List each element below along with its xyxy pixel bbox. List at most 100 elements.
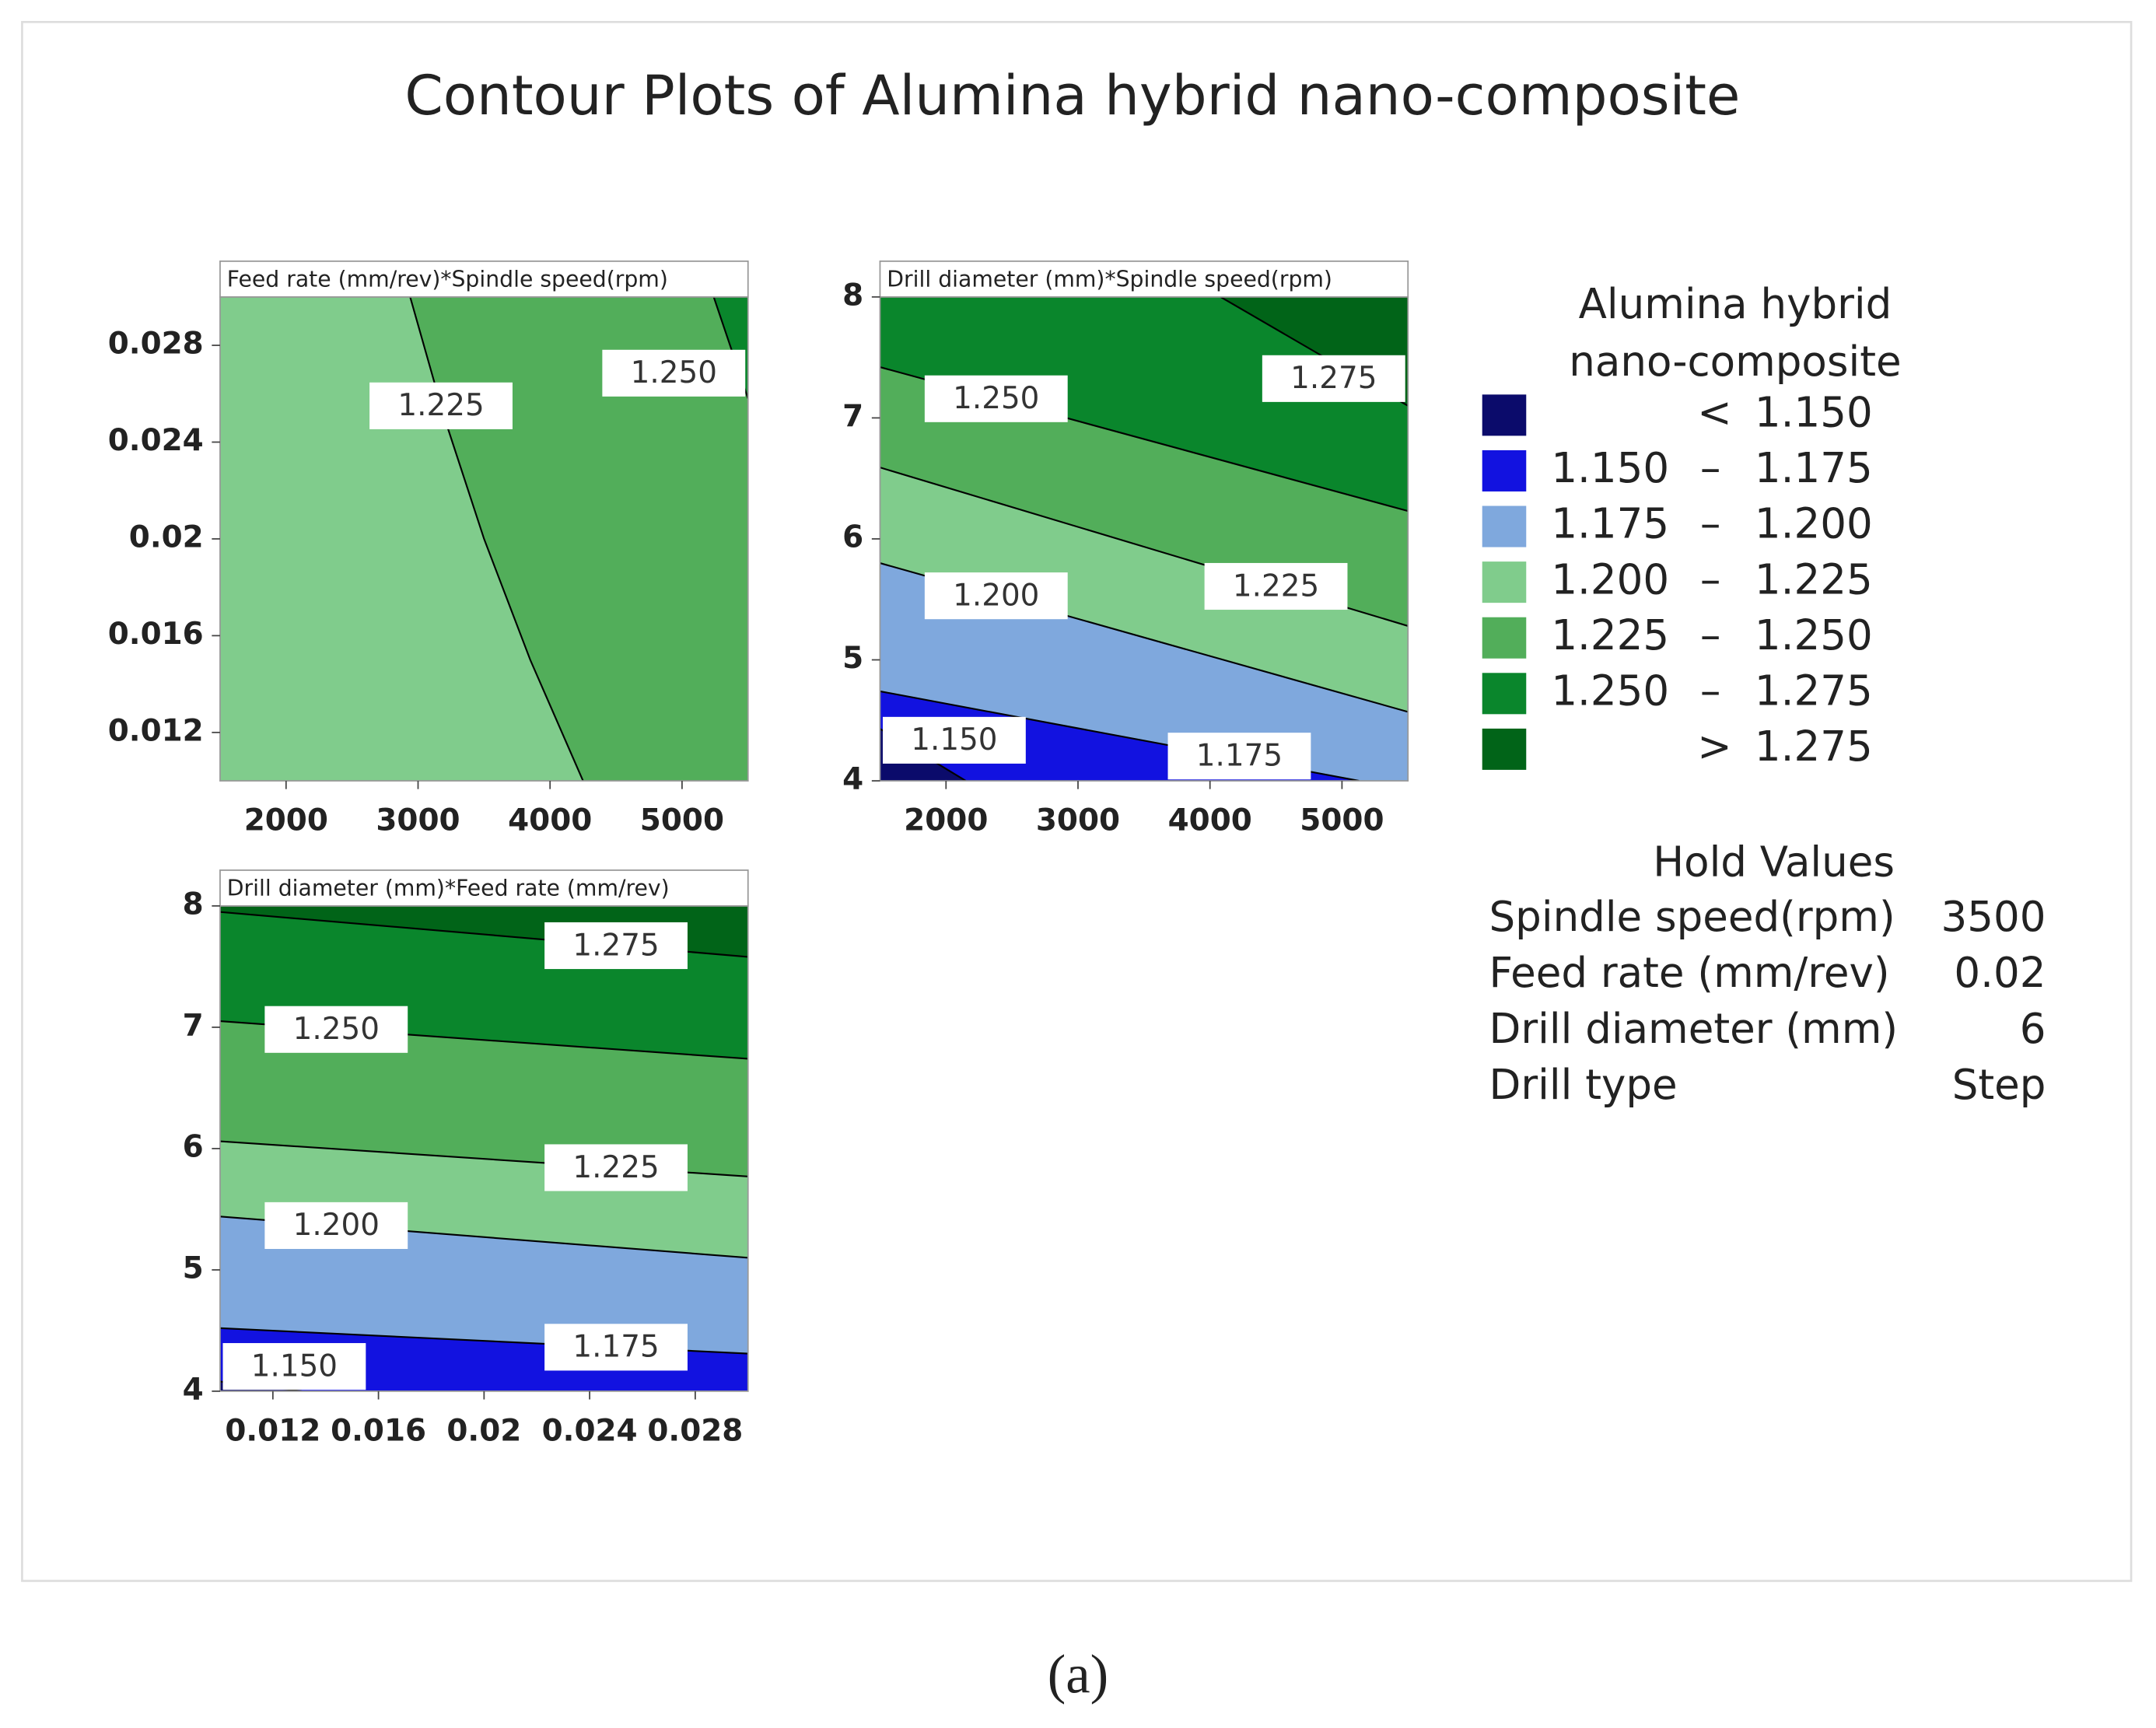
contour-label: 1.175 [1196, 739, 1283, 774]
contour-label-box [544, 1324, 688, 1371]
legend-high: 1.250 [1755, 611, 1873, 659]
y-tick-label: 0.02 [129, 519, 204, 554]
legend-dash: – [1700, 444, 1721, 492]
contour-label-box [602, 349, 746, 397]
legend-high: 1.150 [1755, 388, 1873, 436]
x-tick-label: 3000 [376, 803, 460, 838]
legend-swatch [1482, 561, 1527, 603]
legend-low: 1.175 [1551, 500, 1669, 548]
contour-label-box [1262, 355, 1405, 402]
legend-title: nano-composite [1569, 338, 1901, 386]
legend-dash: – [1700, 500, 1721, 548]
legend-swatch [1482, 394, 1527, 436]
legend-low: 1.250 [1551, 666, 1669, 715]
legend-symbol: > [1697, 722, 1731, 771]
contour-label-box [544, 1144, 688, 1191]
x-tick-label: 0.024 [542, 1413, 638, 1448]
contour-line [409, 296, 584, 782]
legend-high: 1.275 [1755, 666, 1873, 715]
contour-label: 1.225 [572, 1150, 659, 1185]
legend-low: 1.150 [1551, 444, 1669, 492]
contour-label: 1.225 [397, 388, 484, 423]
contour-label-box [264, 1202, 408, 1249]
hold-name: Spindle speed(rpm) [1489, 893, 1895, 941]
panel-title: Drill diameter (mm)*Feed rate (mm/rev) [227, 876, 670, 901]
legend-dash: – [1700, 555, 1721, 603]
y-tick-label: 4 [842, 762, 863, 797]
contour-label-box [924, 375, 1068, 422]
contour-label: 1.150 [251, 1348, 338, 1383]
y-tick-label: 7 [183, 1008, 204, 1043]
contour-label: 1.275 [572, 928, 659, 963]
hold-name: Drill type [1489, 1061, 1678, 1109]
x-tick-label: 0.012 [225, 1413, 320, 1448]
contour-label-box [544, 922, 688, 970]
contour-label-box [1167, 733, 1311, 780]
y-tick-label: 7 [842, 399, 863, 434]
hold-value: 6 [2020, 1005, 2046, 1053]
y-tick-label: 6 [842, 519, 863, 554]
panel-title-box [219, 869, 749, 907]
hold-value: 3500 [1941, 893, 2046, 941]
panel-title: Drill diameter (mm)*Spindle speed(rpm) [887, 267, 1332, 292]
legend-high: 1.175 [1755, 444, 1873, 492]
x-tick-label: 2000 [244, 803, 328, 838]
legend-low: 1.225 [1551, 611, 1669, 659]
legend-dash: – [1700, 611, 1721, 659]
y-tick-label: 5 [842, 641, 863, 676]
contour-band [880, 296, 1409, 512]
x-tick-label: 0.028 [647, 1413, 743, 1448]
hold-value: Step [1952, 1061, 2046, 1109]
y-tick-label: 0.024 [108, 423, 204, 458]
y-tick-label: 8 [183, 887, 204, 922]
panel-title-box [879, 260, 1409, 298]
x-tick-label: 0.02 [446, 1413, 521, 1448]
legend-dash: – [1700, 666, 1721, 715]
contour-label: 1.250 [953, 381, 1039, 416]
contour-label-box [369, 382, 513, 429]
y-tick-label: 0.016 [108, 617, 204, 652]
contour-label-box [924, 572, 1068, 620]
y-tick-label: 5 [183, 1251, 204, 1286]
legend-high: 1.200 [1755, 500, 1873, 548]
legend-low: 1.200 [1551, 555, 1669, 603]
legend-swatch [1482, 673, 1527, 715]
x-tick-label: 2000 [904, 803, 988, 838]
x-tick-label: 4000 [1168, 803, 1252, 838]
legend-high: 1.275 [1755, 722, 1873, 771]
panel-title-box [219, 260, 749, 298]
contour-label-box [882, 716, 1026, 764]
hold-name: Drill diameter (mm) [1489, 1005, 1898, 1053]
contour-label: 1.250 [631, 355, 717, 390]
y-tick-label: 6 [183, 1129, 204, 1164]
legend-symbol: < [1697, 388, 1731, 436]
contour-label: 1.200 [293, 1208, 380, 1243]
contour-label: 1.250 [293, 1012, 380, 1047]
contour-label: 1.275 [1290, 361, 1377, 396]
hold-value: 0.02 [1954, 949, 2046, 997]
legend-title: Alumina hybrid [1579, 280, 1892, 328]
contour-label: 1.150 [911, 722, 997, 757]
legend-swatch [1482, 617, 1527, 659]
contour-label-box [1204, 562, 1348, 610]
contour-label-box [222, 1343, 366, 1390]
x-tick-label: 3000 [1036, 803, 1120, 838]
x-tick-label: 0.016 [331, 1413, 426, 1448]
contour-label: 1.200 [953, 578, 1039, 613]
y-tick-label: 0.028 [108, 327, 204, 362]
legend-high: 1.225 [1755, 555, 1873, 603]
contour-label-box [264, 1006, 408, 1053]
contour-label: 1.225 [1233, 568, 1319, 603]
hold-name: Feed rate (mm/rev) [1489, 949, 1890, 997]
figure-title: Contour Plots of Alumina hybrid nano-com… [404, 63, 1740, 128]
legend-swatch [1482, 449, 1527, 491]
panel-title: Feed rate (mm/rev)*Spindle speed(rpm) [227, 267, 668, 292]
x-tick-label: 5000 [640, 803, 724, 838]
x-tick-label: 4000 [508, 803, 592, 838]
contour-label: 1.175 [572, 1330, 659, 1365]
legend-swatch [1482, 728, 1527, 770]
hold-title: Hold Values [1653, 838, 1895, 887]
caption: (a) [1048, 1644, 1108, 1705]
y-tick-label: 4 [183, 1372, 204, 1407]
